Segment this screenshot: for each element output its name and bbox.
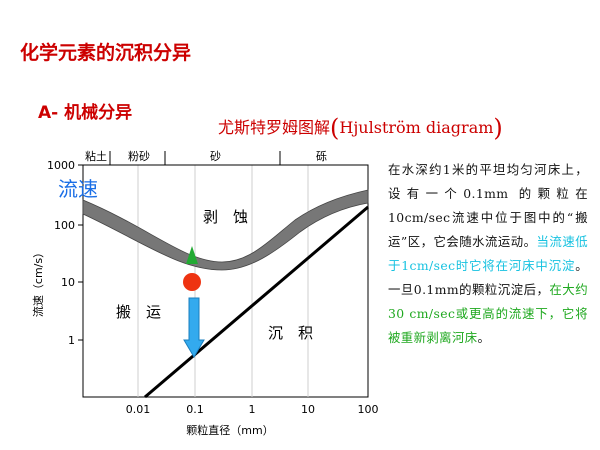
diagram-title-close-paren: ) bbox=[493, 114, 503, 142]
erosion-threshold-marker bbox=[186, 246, 198, 264]
top-label-sand: 砂 bbox=[210, 150, 221, 163]
x-tick-0.01: 0.01 bbox=[126, 403, 151, 416]
grid-lines bbox=[137, 165, 309, 397]
region-erosion-label: 剥 蚀 bbox=[203, 208, 248, 226]
diagram-title-open-paren: ( bbox=[330, 114, 340, 142]
description-part-1: 在水深约1米的平坦均匀河床上，设有一个0.1mm 的颗粒在10cm/sec流速中… bbox=[388, 162, 588, 249]
top-label-gravel: 砾 bbox=[316, 150, 327, 163]
description-part-4: 在大约30 cm/sec或更高的流速下，它将被重新剥离河床 bbox=[388, 282, 588, 345]
region-transport-label: 搬 运 bbox=[116, 303, 161, 321]
x-tick-0.1: 0.1 bbox=[186, 403, 204, 416]
diagram-title-latin: Hjulström diagram bbox=[339, 118, 494, 137]
erosion-threshold-band bbox=[82, 189, 369, 271]
description-text: 在水深约1米的平坦均匀河床上，设有一个0.1mm 的颗粒在10cm/sec流速中… bbox=[388, 158, 588, 350]
y-tick-100: 100 bbox=[54, 219, 75, 232]
y-tick-1000: 1000 bbox=[47, 159, 75, 172]
plot-frame bbox=[82, 164, 369, 398]
velocity-overlay-label: 流速 bbox=[58, 177, 98, 201]
top-label-clay: 粘土 bbox=[85, 149, 107, 163]
x-tick-100: 100 bbox=[358, 403, 379, 416]
description-part-5: 。 bbox=[477, 330, 491, 345]
y-tick-10: 10 bbox=[61, 276, 75, 289]
diagram-title-main: 尤斯特罗姆图解 bbox=[218, 118, 331, 137]
description-part-3: 。一旦0.1mm的颗粒沉淀后， bbox=[388, 258, 588, 297]
top-label-silt: 粉砂 bbox=[128, 150, 150, 163]
diagram-title: 尤斯特罗姆图解(Hjulström diagram) bbox=[218, 114, 503, 142]
description-part-2: 当流速低于1cm/sec时它将在河床中沉淀 bbox=[388, 234, 588, 273]
region-deposition-label: 沉 积 bbox=[268, 324, 313, 342]
x-tick-1: 1 bbox=[249, 403, 256, 416]
settling-arrow bbox=[183, 297, 205, 358]
x-axis-label: 颗粒直径（mm） bbox=[186, 423, 273, 437]
hjulstrom-diagram: 粘土 粉砂 砂 砾 1000 100 10 1 0.01 0.1 1 10 10… bbox=[31, 149, 379, 437]
y-axis-label: 流速（cm/s） bbox=[31, 247, 45, 317]
particle-marker bbox=[183, 273, 201, 291]
x-tick-10: 10 bbox=[301, 403, 315, 416]
slide-title: 化学元素的沉积分异 bbox=[20, 42, 192, 64]
y-tick-1: 1 bbox=[68, 334, 75, 347]
section-heading: A- 机械分异 bbox=[38, 103, 133, 123]
deposition-threshold-line bbox=[144, 205, 369, 399]
